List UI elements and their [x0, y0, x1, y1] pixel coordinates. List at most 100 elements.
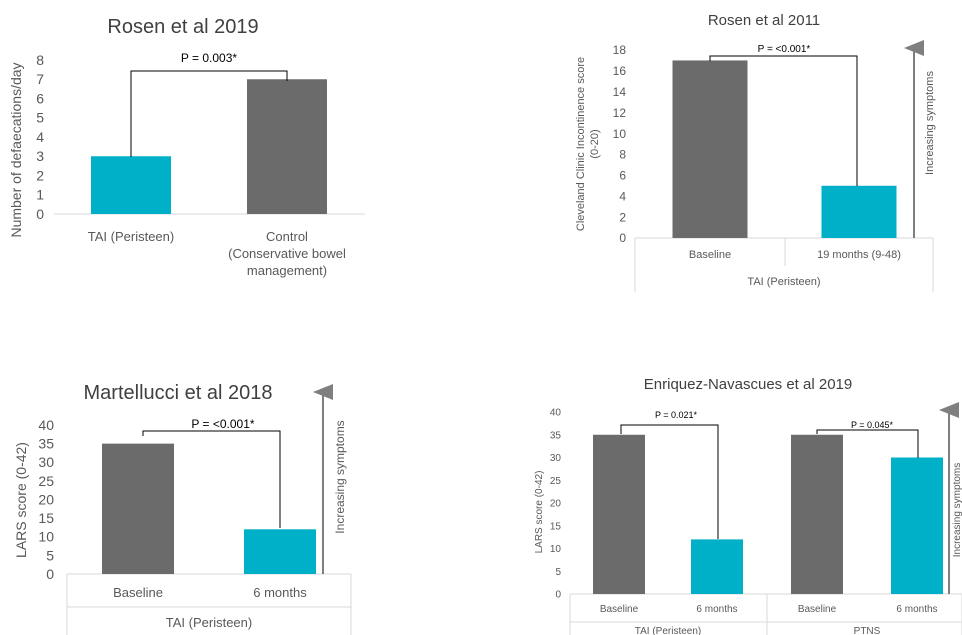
chart2-category-label: Baseline [689, 249, 731, 261]
chart4-category-label: Baseline [600, 604, 639, 615]
chart4-bar [593, 434, 645, 594]
chart1-y-tick-label: 7 [36, 71, 44, 87]
chart4-y-tick-label: 20 [550, 499, 562, 510]
chart2-y-axis-title: Cleveland Clinic Incontinence score [575, 57, 587, 231]
chart2-y-tick-label: 2 [619, 210, 626, 224]
chart1-bars [54, 79, 365, 215]
chart2-group-axis [634, 238, 934, 292]
chart1-title: Rosen et al 2019 [107, 16, 258, 38]
chart3-arrow-label: Increasing symptoms [333, 420, 347, 533]
chart1-y-tick-label: 2 [36, 167, 44, 183]
chart2-bars [635, 60, 933, 239]
chart3-y-tick-label: 15 [38, 510, 54, 526]
chart1-p-value: P = 0.003* [181, 51, 237, 65]
chart1-y-tick-label: 5 [36, 110, 44, 126]
chart2-bar [672, 60, 748, 238]
chart3-category-label: 6 months [253, 585, 307, 600]
chart2-y-tick-label: 14 [613, 85, 627, 99]
chart4-bar [891, 457, 943, 594]
chart3-group-axis [66, 574, 352, 635]
chart3-y-tick-label: 30 [38, 454, 54, 470]
chart3-y-tick-label: 0 [46, 566, 54, 582]
chart1-y-tick-label: 1 [36, 187, 44, 203]
chart4-category-labels: Baseline 6 months Baseline 6 months TAI … [600, 604, 938, 635]
chart4-y-tick-label: 0 [555, 590, 561, 601]
chart1-y-tick-label: 0 [36, 206, 44, 222]
chart3-bar [244, 529, 316, 574]
chart4-p-value-tai: P = 0.021* [655, 410, 698, 420]
chart3-group-label: TAI (Peristeen) [166, 615, 252, 630]
chart4-p-value-ptns: P = 0.045* [851, 420, 894, 430]
chart3-y-ticks: 0 5 10 15 20 25 30 35 40 [38, 417, 54, 582]
chart3-category-labels: Baseline 6 months TAI (Peristeen) [113, 585, 307, 630]
chart1-y-tick-label: 6 [36, 90, 44, 106]
chart2-y-tick-label: 4 [619, 189, 626, 203]
chart4-category-label: 6 months [896, 604, 937, 615]
chart1-bar [91, 156, 171, 214]
chart1-y-tick-label: 3 [36, 148, 44, 164]
chart1-category-labels: TAI (Peristeen) Control (Conservative bo… [88, 229, 346, 278]
chart2-y-tick-label: 16 [613, 64, 627, 78]
chart3-p-value: P = <0.001* [191, 417, 255, 431]
chart2-title: Rosen et al 2011 [708, 12, 820, 29]
chart4-y-tick-label: 35 [550, 430, 562, 441]
chart2-y-tick-label: 8 [619, 148, 626, 162]
chart2-arrow-label: Increasing symptoms [924, 71, 936, 175]
chart1-category-label: TAI (Peristeen) [88, 229, 174, 244]
chart3-y-tick-label: 20 [38, 491, 54, 507]
chart4-significance-bracket-ptns: P = 0.045* [816, 420, 919, 458]
chart4-category-label: 6 months [696, 604, 737, 615]
chart4-y-tick-label: 10 [550, 544, 562, 555]
chart3-bars [67, 443, 351, 575]
chart-rosen-2011: Rosen et al 2011 Cleveland Clinic Incont… [575, 12, 936, 292]
chart-martellucci-2018: Martellucci et al 2018 LARS score (0-42)… [13, 382, 352, 635]
chart2-y-tick-label: 12 [613, 106, 627, 120]
chart4-title: Enriquez-Navascues et al 2019 [644, 376, 852, 393]
chart4-y-tick-label: 15 [550, 521, 562, 532]
chart2-y-tick-label: 6 [619, 169, 626, 183]
chart4-bar [791, 434, 843, 594]
chart4-bar [691, 539, 743, 594]
chart3-y-tick-label: 35 [38, 436, 54, 452]
chart2-y-tick-label: 18 [613, 43, 627, 57]
chart3-y-tick-label: 25 [38, 473, 54, 489]
chart3-category-label: Baseline [113, 585, 163, 600]
chart4-group-label: PTNS [854, 626, 881, 635]
chart4-y-ticks: 0 5 10 15 20 25 30 35 40 [550, 408, 562, 601]
chart2-y-axis-title-line2: (0-20) [589, 129, 601, 158]
chart2-category-labels: Baseline 19 months (9-48) TAI (Peristeen… [689, 249, 901, 288]
chart2-y-ticks: 0 2 4 6 8 10 12 14 16 18 [613, 43, 627, 245]
chart4-y-axis-title: LARS score (0-42) [534, 471, 545, 554]
chart4-significance-bracket-tai: P = 0.021* [620, 410, 719, 539]
chart1-category-label: Control [266, 229, 308, 244]
chart4-symptom-arrow: Increasing symptoms [939, 402, 962, 594]
chart3-y-tick-label: 40 [38, 417, 54, 433]
chart3-significance-bracket: P = <0.001* [142, 417, 281, 528]
chart2-y-tick-label: 0 [619, 231, 626, 245]
chart2-y-tick-label: 10 [613, 127, 627, 141]
chart2-category-label: 19 months (9-48) [817, 249, 901, 261]
chart3-bar [102, 443, 174, 574]
chart3-y-tick-label: 10 [38, 529, 54, 545]
chart3-title: Martellucci et al 2018 [84, 382, 273, 404]
chart2-significance-bracket: P = <0.001* [709, 44, 858, 186]
chart4-bars [570, 434, 962, 595]
chart2-group-label: TAI (Peristeen) [747, 276, 820, 288]
chart2-symptom-arrow: Increasing symptoms [904, 40, 936, 238]
chart1-y-tick-label: 8 [36, 52, 44, 68]
chart1-y-tick-label: 4 [36, 129, 44, 145]
chart1-category-label: management) [247, 263, 327, 278]
chart1-category-label: (Conservative bowel [228, 246, 346, 261]
chart4-y-tick-label: 30 [550, 453, 562, 464]
chart2-p-value: P = <0.001* [758, 44, 811, 55]
chart3-y-axis-title: LARS score (0-42) [13, 442, 29, 558]
chart4-group-axis [569, 594, 962, 635]
chart1-y-axis-title: Number of defaecations/day [8, 62, 24, 237]
chart-enriquez-navascues-2019: Enriquez-Navascues et al 2019 LARS score… [534, 376, 962, 635]
chart4-y-tick-label: 40 [550, 408, 562, 419]
chart2-bar [821, 185, 897, 238]
chart1-y-ticks: 0 1 2 3 4 5 6 7 8 [36, 52, 44, 222]
chart3-symptom-arrow: Increasing symptoms [313, 384, 347, 574]
chart1-bar [247, 79, 327, 214]
